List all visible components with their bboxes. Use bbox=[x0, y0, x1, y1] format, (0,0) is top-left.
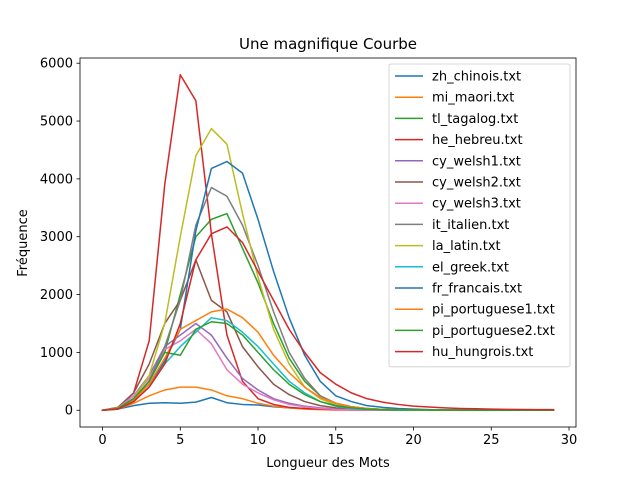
plot-area: 0 5 10 15 20 25 30 0 1000 2000 3000 4000 5000 6000 bbox=[40, 57, 577, 448]
axes-frame bbox=[79, 57, 577, 428]
legend-label-12: pi_portuguese2.txt bbox=[432, 324, 555, 339]
series-line-12 bbox=[101, 320, 555, 412]
y-tick-label-5: 5000 bbox=[40, 115, 73, 130]
x-axis-label: Longueur des Mots bbox=[266, 456, 390, 471]
legend-label-10: fr_francais.txt bbox=[432, 282, 522, 297]
y-axis-label: Fréquence bbox=[16, 209, 31, 276]
x-tick-label-3: 15 bbox=[328, 433, 345, 448]
x-tick-label-2: 10 bbox=[250, 433, 267, 448]
x-tick-label-4: 20 bbox=[405, 433, 422, 448]
legend: zh_chinois.txt mi_maori.txt tl_tagalog.txt… bbox=[388, 63, 571, 368]
legend-label-8: la_latin.txt bbox=[432, 239, 501, 254]
legend-label-7: it_italien.txt bbox=[432, 218, 509, 233]
legend-label-13: hu_hungrois.txt bbox=[432, 345, 533, 360]
series-line-13 bbox=[101, 226, 555, 412]
x-tick-label-1: 5 bbox=[176, 433, 184, 448]
x-tick-label-6: 30 bbox=[561, 433, 578, 448]
legend-label-5: cy_welsh2.txt bbox=[432, 176, 521, 191]
legend-label-6: cy_welsh3.txt bbox=[432, 197, 521, 212]
legend-label-11: pi_portuguese1.txt bbox=[432, 303, 555, 318]
y-tick-label-0: 0 bbox=[65, 404, 73, 419]
y-tick-label-1: 1000 bbox=[40, 346, 73, 361]
legend-box bbox=[388, 63, 571, 368]
legend-label-4: cy_welsh1.txt bbox=[432, 154, 521, 169]
y-tick-label-3: 3000 bbox=[40, 230, 73, 245]
y-tick-label-2: 2000 bbox=[40, 288, 73, 303]
x-tick-label-0: 0 bbox=[98, 433, 106, 448]
y-tick-label-6: 6000 bbox=[40, 57, 73, 72]
y-tick-label-4: 4000 bbox=[40, 172, 73, 187]
legend-label-2: tl_tagalog.txt bbox=[432, 112, 518, 127]
x-tick-label-5: 25 bbox=[483, 433, 500, 448]
legend-label-0: zh_chinois.txt bbox=[432, 70, 521, 85]
legend-label-9: el_greek.txt bbox=[432, 260, 509, 275]
legend-label-3: he_hebreu.txt bbox=[432, 133, 523, 148]
legend-label-1: mi_maori.txt bbox=[432, 91, 514, 106]
chart-title: Une magnifique Courbe bbox=[239, 35, 417, 53]
